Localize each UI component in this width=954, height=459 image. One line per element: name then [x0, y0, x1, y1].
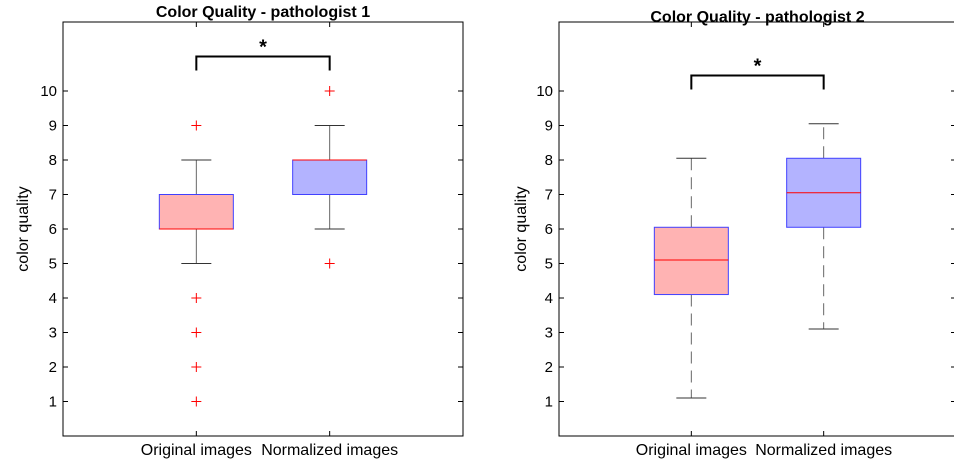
significance-marker: *: [754, 55, 762, 77]
significance-bracket: [195, 55, 331, 71]
plot-frame: [558, 21, 954, 437]
y-axis-label: color quality: [513, 186, 530, 271]
y-tick-label: 6: [545, 221, 553, 238]
y-tick-label: 5: [545, 256, 553, 273]
chart-title: Color Quality - pathologist 2: [650, 9, 864, 26]
y-tick-label: 5: [49, 256, 57, 273]
box-iqr: [292, 159, 368, 195]
y-axis-label: color quality: [15, 186, 32, 271]
y-tick-label: 1: [49, 394, 57, 411]
y-tick-label: 10: [40, 83, 57, 100]
chart-title: Color Quality - pathologist 1: [156, 4, 370, 21]
y-tick-label: 6: [49, 221, 57, 238]
y-tick-label: 2: [545, 359, 553, 376]
y-tick-label: 7: [49, 187, 57, 204]
y-tick-label: 2: [49, 359, 57, 376]
box-iqr: [158, 194, 234, 230]
box-iqr: [653, 226, 729, 296]
y-tick-label: 8: [49, 152, 57, 169]
y-tick-label: 4: [545, 290, 553, 307]
y-tick-label: 9: [49, 118, 57, 135]
significance-bracket: [690, 74, 825, 90]
y-tick-label: 9: [545, 118, 553, 135]
significance-marker: *: [259, 37, 267, 59]
chart-panel-pathologist-2: Color Quality - pathologist 2 color quali…: [513, 9, 954, 459]
y-tick-label: 8: [545, 152, 553, 169]
y-tick-label: 3: [49, 325, 57, 342]
plot-frame: [62, 21, 464, 437]
x-category-label: Original images: [141, 442, 252, 459]
y-tick-label: 4: [49, 290, 57, 307]
y-tick-label: 7: [545, 187, 553, 204]
y-tick-label: 3: [545, 325, 553, 342]
y-tick-label: 1: [545, 394, 553, 411]
y-tick-label: 10: [536, 83, 553, 100]
x-category-label: Original images: [636, 442, 747, 459]
chart-panel-pathologist-1: Color Quality - pathologist 1 color quali…: [15, 4, 464, 459]
x-category-label: Normalized images: [755, 442, 892, 459]
x-category-label: Normalized images: [261, 442, 398, 459]
